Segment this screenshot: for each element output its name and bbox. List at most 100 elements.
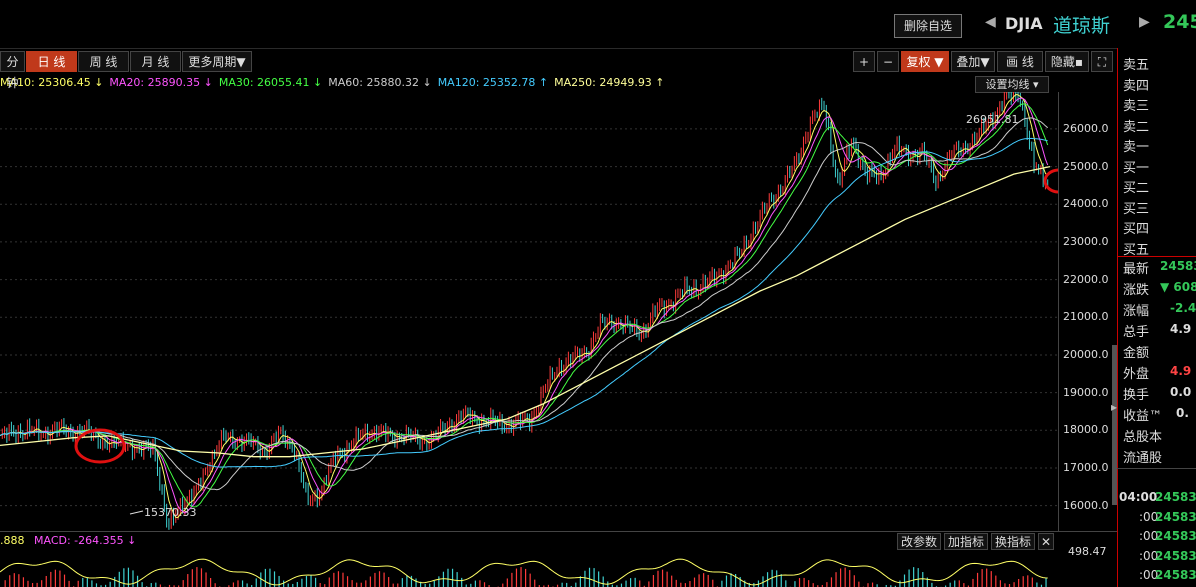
indicator-button[interactable]: 改参数 (897, 533, 941, 550)
macd-bar (255, 578, 257, 587)
indicator-button[interactable]: 加指标 (944, 533, 988, 550)
period-tab-4[interactable]: 更多周期▼ (182, 51, 252, 72)
macd-bar (383, 572, 385, 587)
period-tab-1[interactable]: 日 线 (26, 51, 77, 72)
stat-label: 最新 (1123, 262, 1150, 277)
next-symbol-icon[interactable]: ▶ (1139, 14, 1150, 30)
order-book-label: 买二 (1123, 181, 1150, 196)
macd-bar (506, 578, 508, 587)
macd-bar (967, 585, 970, 587)
macd-bar (931, 582, 933, 587)
y-tick-label: 23000.0 (1063, 234, 1109, 248)
macd-bar (150, 583, 152, 587)
macd-bar (808, 580, 810, 587)
macd-bar (114, 576, 116, 587)
macd-label-b: MACD: -264.355 ↓ (34, 534, 137, 547)
macd-bar (109, 581, 111, 587)
macd-bar (442, 571, 445, 587)
stat-value: -2.4 (1170, 301, 1196, 315)
macd-bar (776, 570, 778, 587)
chart-tool-4[interactable]: 画 线 (997, 51, 1043, 72)
panel-scrollbar[interactable] (1112, 345, 1117, 505)
macd-bar (871, 582, 874, 587)
stat-value: ▼ 608 (1160, 280, 1196, 294)
tick-price: 24583 (1155, 490, 1196, 504)
macd-bar (269, 568, 271, 587)
chart-tool-1[interactable]: − (877, 51, 899, 72)
indicator-button[interactable]: 换指标 (991, 533, 1035, 550)
chart-tool-6[interactable]: ⛶ (1091, 51, 1113, 72)
macd-bar (260, 572, 262, 587)
chart-tool-0[interactable]: + (853, 51, 875, 72)
macd-bar (812, 583, 814, 587)
ticks-header (1117, 468, 1196, 489)
macd-bar (159, 584, 161, 587)
collapse-panel-icon[interactable]: ▸ (1111, 400, 1118, 414)
stat-label: 收益™ (1123, 409, 1163, 424)
macd-bar (356, 582, 358, 587)
macd-bar (401, 578, 403, 587)
ma250-line (0, 165, 1051, 458)
stat-value: 24583 (1160, 259, 1196, 273)
macd-bar (488, 585, 490, 587)
chart-grid (0, 128, 1058, 507)
macd-axis-label: 498.47 (1068, 545, 1107, 558)
macd-chart (0, 558, 1048, 587)
order-book-label: 买三 (1123, 201, 1150, 217)
chart-tool-5[interactable]: 隐藏▪ (1045, 51, 1089, 72)
candlestick-chart[interactable]: 26951.81 15370.33 (0, 92, 1058, 532)
macd-bar (630, 578, 632, 587)
chart-tool-2[interactable]: 复权 ▼ (901, 51, 949, 72)
macd-bar (95, 583, 98, 587)
macd-bar (972, 578, 974, 587)
macd-bar (903, 574, 906, 587)
period-tab-0[interactable]: 分钟 (0, 51, 25, 90)
macd-bar (735, 573, 737, 587)
macd-bar (867, 583, 869, 587)
macd-bar (853, 575, 855, 587)
tick-price: 24583 (1155, 568, 1196, 582)
ma-settings-button[interactable]: 设置均线 ▾ (975, 76, 1049, 93)
macd-bar (899, 580, 901, 587)
panel-divider (0, 531, 1117, 532)
macd-bar (693, 577, 696, 587)
stat-label: 涨幅 (1123, 304, 1150, 319)
macd-bar (1031, 577, 1033, 587)
macd-bar (579, 576, 581, 587)
close-indicator-icon[interactable]: ✕ (1038, 533, 1054, 550)
chart-tool-3[interactable]: 叠加▼ (951, 51, 995, 72)
period-tab-2[interactable]: 周 线 (78, 51, 129, 72)
macd-bar (456, 572, 458, 587)
tick-price: 24583 (1155, 548, 1196, 563)
period-tab-3[interactable]: 月 线 (130, 51, 181, 72)
macd-bar (214, 583, 216, 587)
macd-bar (620, 583, 623, 587)
macd-bar (141, 582, 143, 587)
macd-bar (378, 571, 381, 587)
highlight-circle-right (1043, 168, 1058, 194)
macd-bar (990, 571, 992, 587)
macd-bar (671, 575, 673, 587)
macd-bar (328, 577, 330, 587)
macd-bar (278, 575, 280, 587)
stat-label: 外盘 (1123, 367, 1150, 382)
macd-bar (511, 572, 513, 587)
macd-bar (406, 575, 408, 587)
macd-bar (588, 567, 591, 587)
ma-line (0, 117, 1049, 491)
macd-bar (725, 575, 728, 587)
macd-bar (191, 569, 193, 587)
macd-bar (205, 572, 207, 587)
macd-bar (999, 580, 1001, 587)
macd-bar (689, 581, 691, 587)
macd-bar (315, 577, 317, 587)
macd-bar (803, 577, 805, 587)
delete-watchlist-button[interactable]: 删除自选 (894, 14, 962, 38)
macd-bar (657, 570, 659, 587)
macd-bar (830, 577, 833, 587)
macd-bar (639, 580, 641, 587)
macd-bar (529, 573, 531, 587)
macd-bar (451, 568, 454, 587)
previous-symbol-icon[interactable]: ◀ (985, 14, 996, 30)
macd-bar (721, 580, 723, 587)
